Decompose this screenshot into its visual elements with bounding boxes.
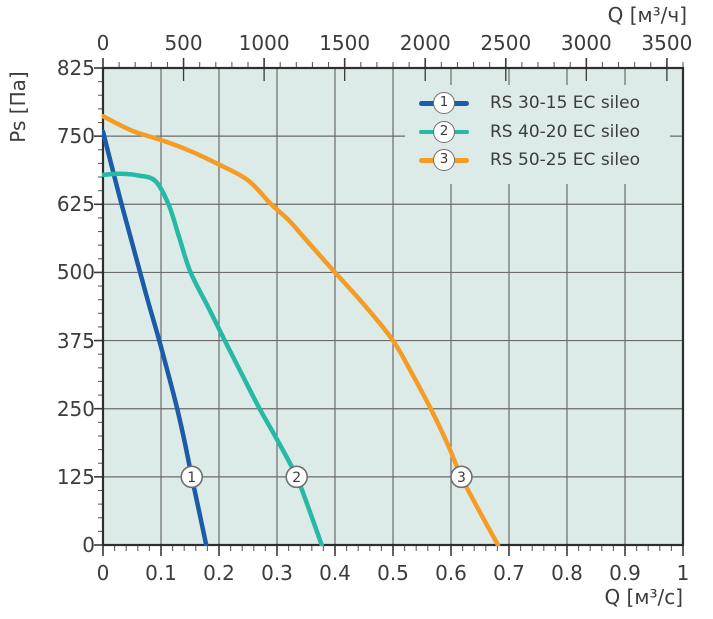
plot-border [101, 66, 685, 547]
tick-label: 250 [56, 396, 95, 421]
curve-marker-circle [180, 465, 204, 489]
tick-label: 0.3 [261, 561, 293, 585]
legend: 1 RS 30-15 EC sileo 2 RS 40-20 EC sileo … [405, 85, 670, 184]
tick-label: 825 [56, 56, 95, 80]
tick-label: 0.2 [203, 561, 235, 585]
tick-label: 1500 [319, 31, 371, 55]
legend-item: 3 RS 50-25 EC sileo [405, 146, 670, 175]
tick-label: 2000 [399, 31, 451, 55]
legend-series-label: RS 30-15 EC sileo [490, 93, 640, 114]
legend-series-label: RS 40-20 EC sileo [490, 121, 640, 142]
tick-label: 3000 [560, 31, 612, 55]
tick-label: 0 [96, 561, 110, 585]
tick-label: 1000 [238, 31, 290, 55]
tick-label: 0.8 [551, 561, 583, 585]
curve-marker-number: 1 [187, 470, 196, 486]
legend-series-number-badge: 1 [433, 92, 455, 115]
tick-label: 3500 [641, 31, 693, 55]
tick-label: 0.9 [609, 561, 641, 585]
tick-label: 375 [56, 328, 95, 353]
tick-label: 0.7 [493, 561, 525, 585]
legend-series-number-badge: 2 [433, 120, 455, 143]
top-axis-title: Q [м³/ч] [607, 3, 687, 27]
curve-rs-50-25-ec-sileo [102, 113, 501, 546]
tick-label: 0 [96, 31, 110, 55]
tick-label: 0 [82, 533, 95, 557]
left-axis-title: Ps [Па] [6, 71, 30, 143]
tick-label: 750 [56, 124, 95, 149]
tick-label: 0.4 [319, 561, 351, 585]
legend-item: 1 RS 30-15 EC sileo [405, 89, 670, 118]
tick-label: 500 [164, 31, 203, 55]
tick-label: 0.6 [435, 561, 467, 585]
curve-marker-number: 2 [292, 470, 301, 486]
curve-marker-circle [285, 465, 309, 489]
legend-series-number-badge: 3 [433, 149, 455, 172]
bottom-axis-title: Q [м³/с] [604, 585, 683, 609]
tick-label: 2500 [480, 31, 532, 55]
legend-item: 2 RS 40-20 EC sileo [405, 118, 670, 147]
tick-label: 0.5 [377, 561, 409, 585]
tick-label: 1 [676, 561, 690, 585]
curve-marker-number: 3 [457, 470, 466, 486]
tick-label: 0.1 [145, 561, 177, 585]
tick-label: 125 [56, 464, 95, 489]
legend-series-label: RS 50-25 EC sileo [490, 150, 640, 171]
tick-label: 500 [56, 260, 95, 285]
curve-marker-circle [450, 465, 473, 489]
tick-label: 625 [56, 192, 95, 217]
